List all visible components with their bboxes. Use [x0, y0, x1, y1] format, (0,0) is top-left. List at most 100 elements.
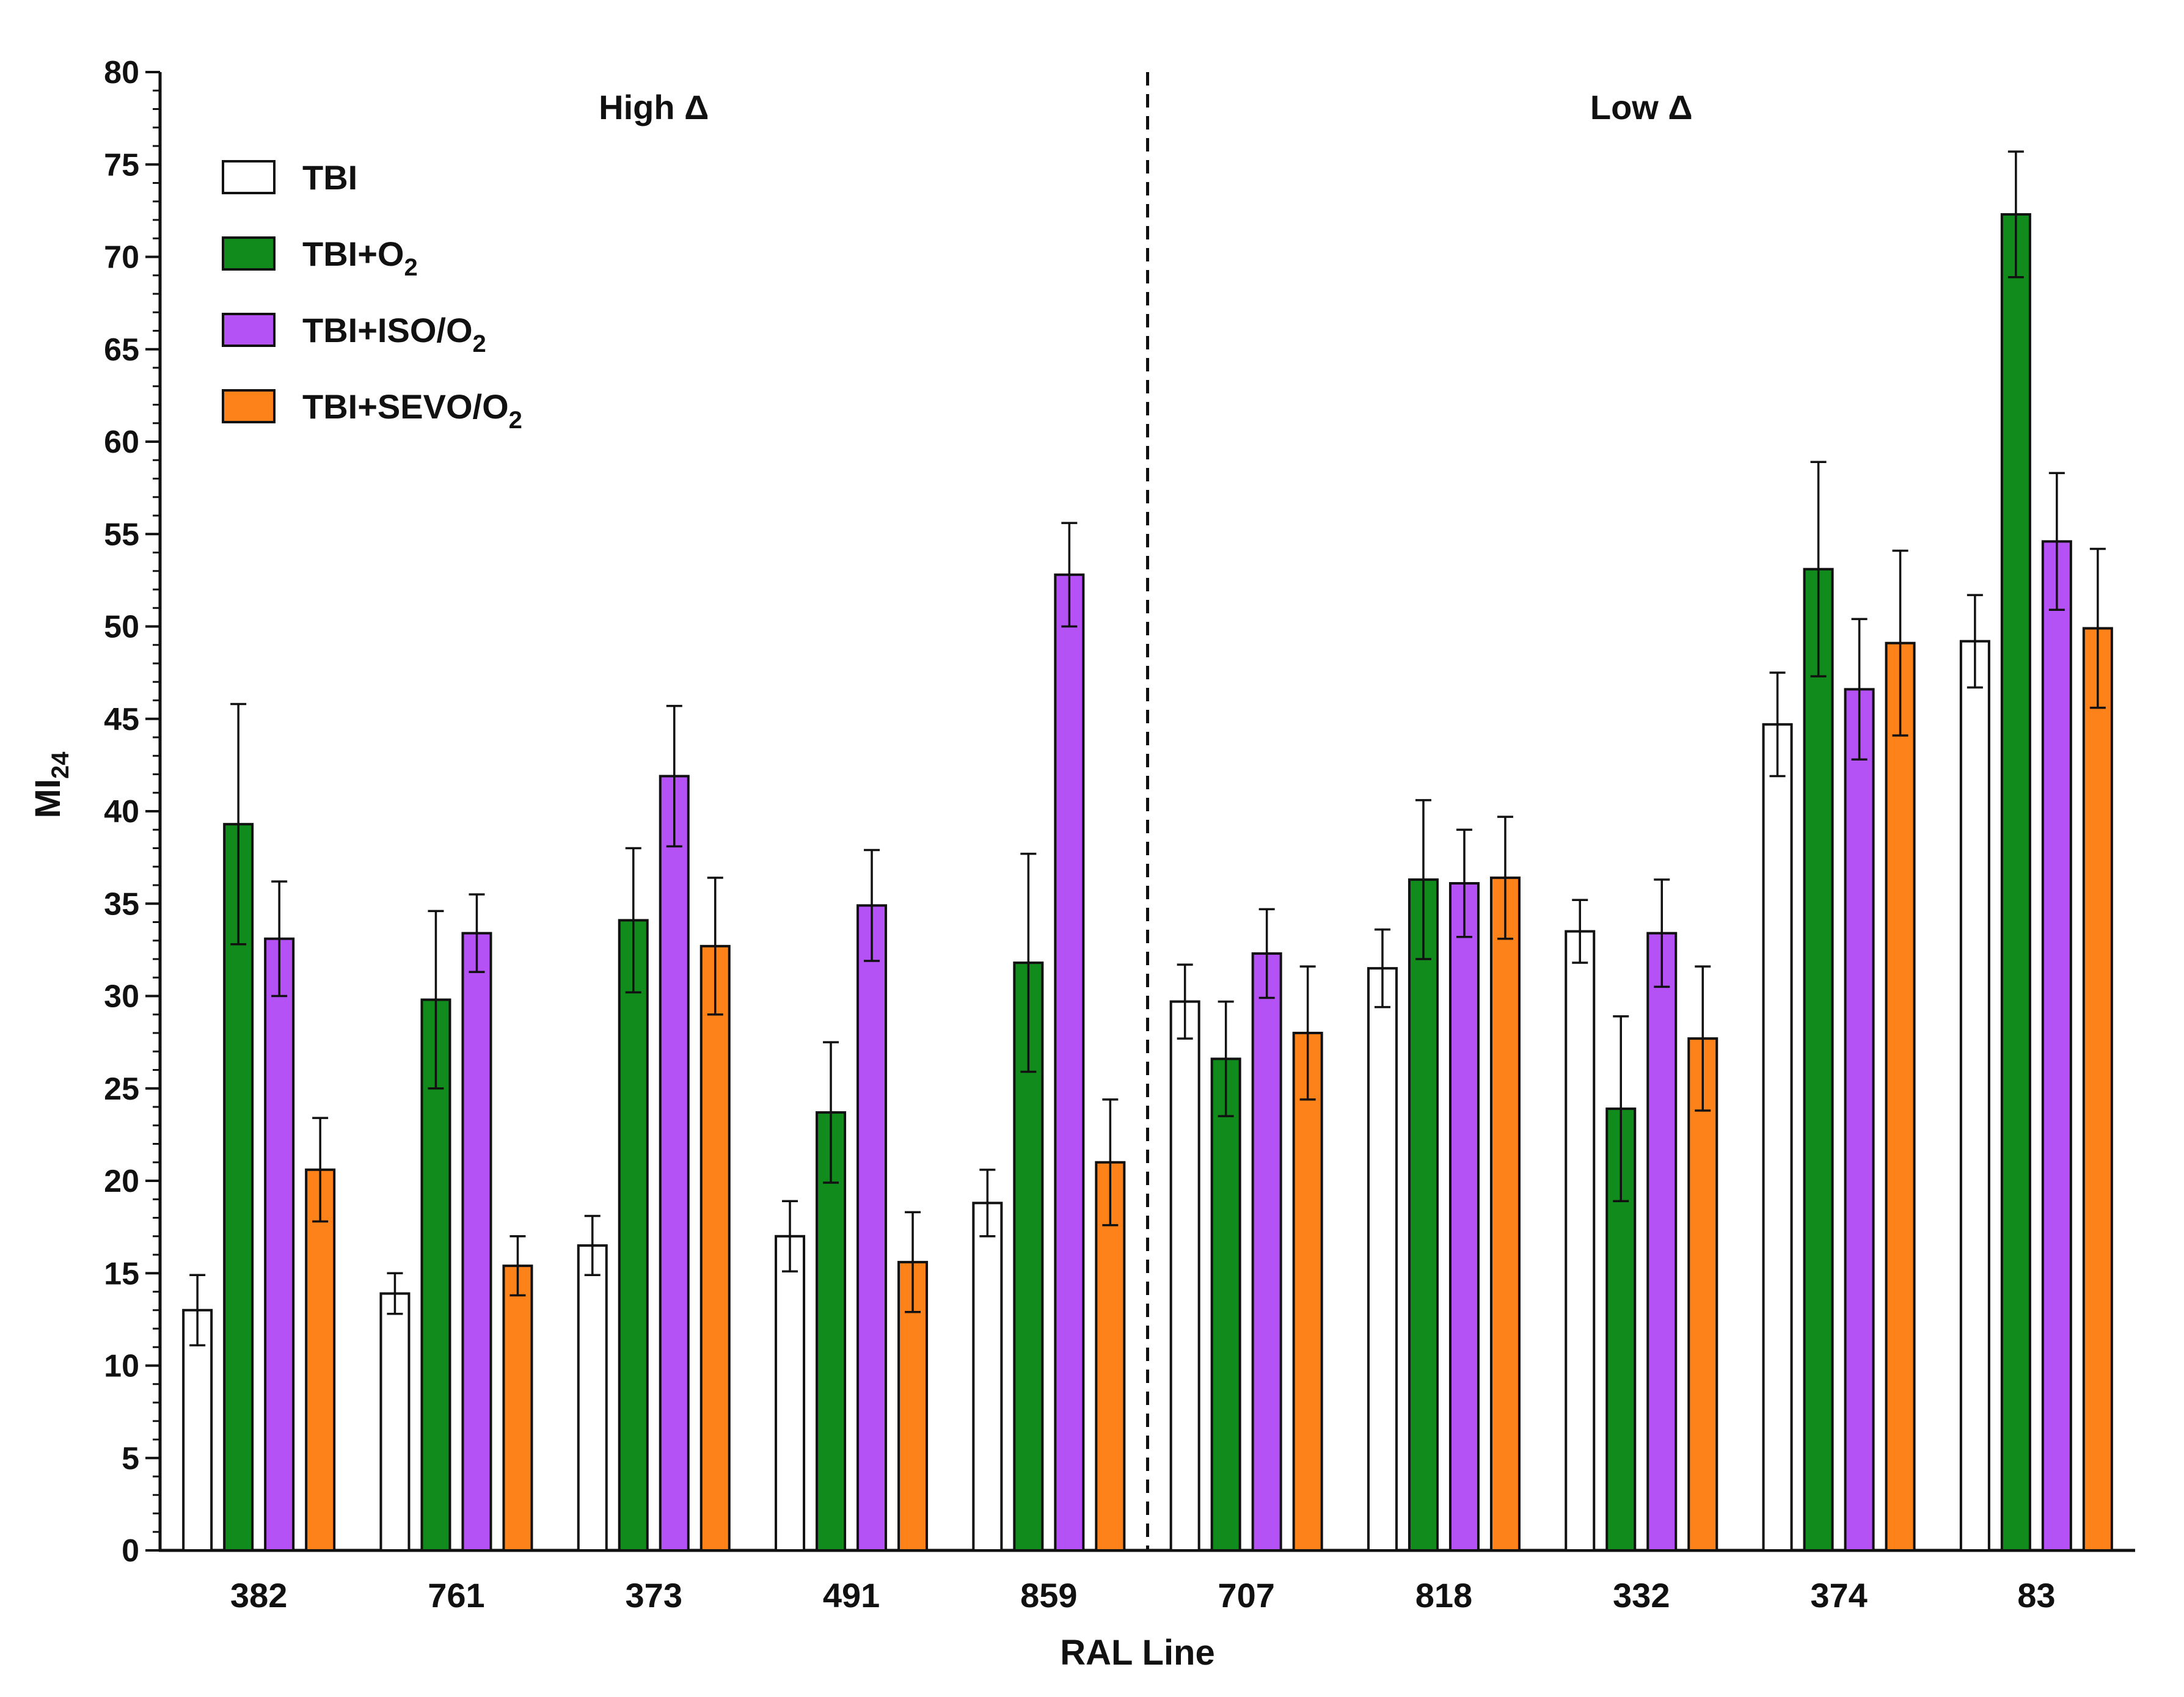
legend-label: TBI+SEVO/O2 [302, 387, 522, 434]
bar-tbi-818 [1367, 967, 1398, 1552]
error-bar [428, 910, 444, 1090]
bar-tbi-374 [1762, 723, 1793, 1552]
error-bar-group [189, 150, 2106, 1346]
y-tick-label: 45 [104, 702, 139, 737]
bar-tbi-sevo-o2-374 [1885, 641, 1916, 1552]
error-bar [1654, 878, 1670, 988]
legend-label: TBI [302, 158, 357, 197]
y-axis-title-main: MI [28, 779, 68, 818]
bar-tbi-iso-o2-382 [264, 937, 295, 1552]
error-bar [2007, 150, 2024, 279]
legend-swatch [222, 389, 276, 423]
bar-tbi-iso-o2-83 [2041, 540, 2072, 1552]
x-category-label: 818 [1415, 1576, 1472, 1615]
y-tick-label: 20 [104, 1164, 139, 1199]
group-label: High Δ [599, 88, 709, 126]
bar-tbi-sevo-o2-382 [305, 1168, 336, 1552]
x-axis-title: RAL Line [1060, 1633, 1215, 1673]
error-bar [1456, 828, 1472, 938]
bar-tbi-sevo-o2-373 [699, 944, 731, 1552]
legend-swatch [222, 236, 276, 271]
bar-tbi-83 [1959, 640, 1990, 1552]
error-bar [1177, 963, 1193, 1040]
legend-label-subscript: 2 [509, 407, 522, 434]
bar-tbi-o2-332 [1605, 1108, 1637, 1552]
error-bar [1061, 522, 1078, 628]
error-bar [707, 877, 723, 1016]
error-bar [1769, 671, 1786, 778]
error-bar [271, 880, 288, 998]
error-bar [584, 1214, 601, 1277]
y-tick-label: 70 [104, 240, 139, 276]
error-bar [823, 1041, 839, 1184]
error-bar [312, 1117, 329, 1223]
y-tick-label: 40 [104, 794, 139, 830]
error-bar [1613, 1015, 1629, 1203]
legend-label-subscript: 2 [404, 254, 417, 281]
error-bar [189, 1274, 206, 1346]
bar-tbi-o2-83 [2000, 213, 2031, 1552]
y-tick-label: 30 [104, 979, 139, 1015]
error-bar [2089, 547, 2106, 709]
error-bar [1695, 965, 1711, 1112]
legend-label-main: TBI+SEVO/O [302, 387, 509, 426]
bar-tbi-sevo-o2-761 [502, 1265, 533, 1552]
y-tick-label: 25 [104, 1071, 139, 1107]
error-bar [979, 1169, 996, 1238]
error-bar [905, 1211, 921, 1313]
bar-tbi-iso-o2-374 [1844, 688, 1875, 1552]
bar-tbi-o2-373 [618, 919, 649, 1552]
bar-tbi-iso-o2-707 [1251, 952, 1282, 1552]
error-bar [1497, 816, 1513, 940]
x-category-label: 707 [1218, 1576, 1274, 1615]
y-tick-label: 35 [104, 886, 139, 922]
bar-tbi-iso-o2-761 [461, 932, 492, 1552]
bar-tbi-382 [182, 1308, 213, 1552]
error-bar [1374, 928, 1390, 1009]
error-bar [625, 847, 641, 994]
error-bar [1892, 549, 1908, 737]
error-bar [1102, 1098, 1119, 1227]
error-bar [230, 703, 247, 946]
legend-label-subscript: 2 [473, 330, 486, 357]
error-bar [469, 893, 485, 973]
x-category-label: 761 [428, 1576, 484, 1615]
bar-tbi-iso-o2-818 [1448, 881, 1480, 1552]
legend-label-main: TBI [302, 158, 357, 197]
x-category-label: 373 [626, 1576, 682, 1615]
group-labels: High Δ Low Δ [599, 88, 1693, 126]
bar-tbi-332 [1565, 930, 1596, 1552]
error-bar [666, 704, 682, 848]
error-bar [1967, 594, 1983, 689]
group-label: Low Δ [1590, 88, 1693, 126]
x-category-label: 382 [230, 1576, 287, 1615]
bar-tbi-iso-o2-373 [659, 775, 690, 1552]
bar-tbi-o2-707 [1210, 1057, 1241, 1552]
bar-tbi-sevo-o2-818 [1489, 876, 1521, 1552]
bar-tbi-373 [577, 1244, 608, 1552]
x-category-label: 859 [1020, 1576, 1077, 1615]
legend-label: TBI+O2 [302, 235, 418, 281]
error-bar [1020, 852, 1037, 1073]
x-category-label: 491 [823, 1576, 880, 1615]
y-tick-label: 10 [104, 1349, 139, 1384]
x-category-label: 374 [1810, 1576, 1867, 1615]
bar-tbi-491 [775, 1235, 806, 1552]
x-axis: 382 761 373 491 859 707 818 332 374 83 [159, 1549, 2135, 1615]
error-bar [1258, 908, 1275, 999]
bar-tbi-iso-o2-332 [1646, 932, 1678, 1552]
y-axis-title-subscript: 24 [47, 751, 74, 779]
y-tick-label: 0 [122, 1533, 139, 1569]
error-bar [387, 1272, 403, 1315]
y-tick-label: 50 [104, 610, 139, 645]
error-bar [1415, 799, 1431, 960]
bar-tbi-iso-o2-491 [856, 904, 888, 1552]
legend-swatch [222, 160, 276, 194]
x-category-label: 83 [2017, 1576, 2055, 1615]
y-tick-label: 80 [104, 55, 139, 90]
error-bar [1299, 965, 1316, 1101]
legend-label-main: TBI+O [302, 235, 404, 273]
bar-tbi-sevo-o2-707 [1292, 1032, 1323, 1552]
